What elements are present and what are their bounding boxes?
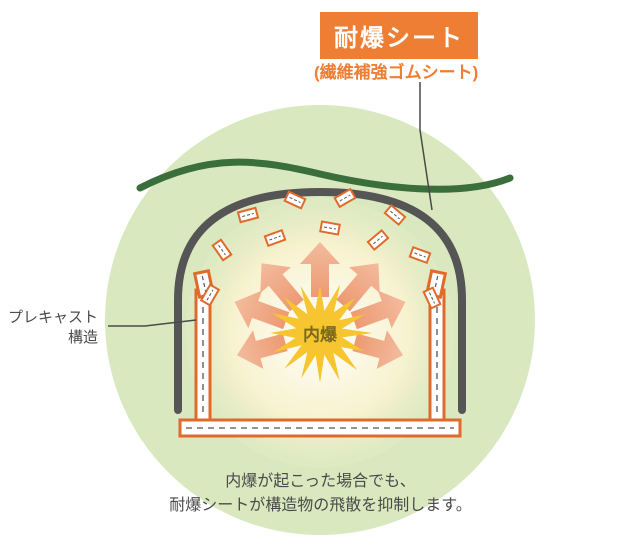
title-badge: 耐爆シート	[320, 12, 478, 59]
precast-line2: 構造	[68, 329, 98, 346]
caption-line1: 内爆が起こった場合でも、	[225, 473, 415, 490]
caption: 内爆が起こった場合でも、 耐爆シートが構造物の飛散を抑制します。	[0, 470, 641, 518]
explosion-label: 内爆	[303, 321, 337, 346]
precast-line1: プレキャスト	[8, 309, 98, 326]
subtitle: (繊維補強ゴムシート)	[314, 58, 478, 83]
precast-label: プレキャスト 構造	[8, 308, 98, 347]
subtitle-text: (繊維補強ゴムシート)	[314, 63, 478, 82]
title-text: 耐爆シート	[334, 25, 464, 52]
caption-line2: 耐爆シートが構造物の飛散を抑制します。	[169, 497, 471, 514]
explosion-text: 内爆	[303, 326, 337, 345]
